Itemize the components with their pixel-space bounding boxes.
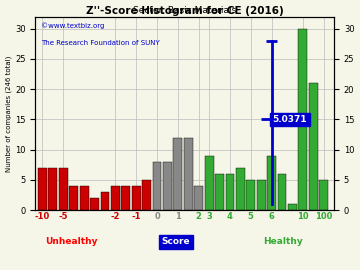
Bar <box>80 186 89 210</box>
Bar <box>69 186 78 210</box>
Bar <box>49 168 57 210</box>
Bar <box>184 138 193 210</box>
Text: ©www.textbiz.org: ©www.textbiz.org <box>41 22 104 29</box>
Text: Healthy: Healthy <box>264 237 303 246</box>
Bar <box>194 186 203 210</box>
Text: 5.0371: 5.0371 <box>273 115 307 124</box>
Bar <box>163 162 172 210</box>
Text: Unhealthy: Unhealthy <box>45 237 97 246</box>
Bar <box>215 174 224 210</box>
Bar <box>298 29 307 210</box>
Bar <box>153 162 162 210</box>
Bar <box>319 180 328 210</box>
Y-axis label: Number of companies (246 total): Number of companies (246 total) <box>5 55 12 171</box>
Bar <box>142 180 151 210</box>
Bar <box>267 156 276 210</box>
Bar <box>288 204 297 210</box>
Bar <box>257 180 266 210</box>
Bar <box>59 168 68 210</box>
Bar <box>309 83 318 210</box>
Bar <box>225 174 234 210</box>
Bar <box>100 192 109 210</box>
Bar <box>90 198 99 210</box>
Text: Sector: Basic Materials: Sector: Basic Materials <box>133 6 236 15</box>
Title: Z''-Score Histogram for CE (2016): Z''-Score Histogram for CE (2016) <box>86 6 284 16</box>
Bar <box>132 186 141 210</box>
Bar <box>278 174 287 210</box>
Text: The Research Foundation of SUNY: The Research Foundation of SUNY <box>41 40 160 46</box>
Bar <box>205 156 213 210</box>
Bar <box>111 186 120 210</box>
Text: Score: Score <box>161 237 190 246</box>
Bar <box>236 168 245 210</box>
Bar <box>121 186 130 210</box>
Bar <box>246 180 255 210</box>
Bar <box>174 138 182 210</box>
Bar <box>38 168 47 210</box>
